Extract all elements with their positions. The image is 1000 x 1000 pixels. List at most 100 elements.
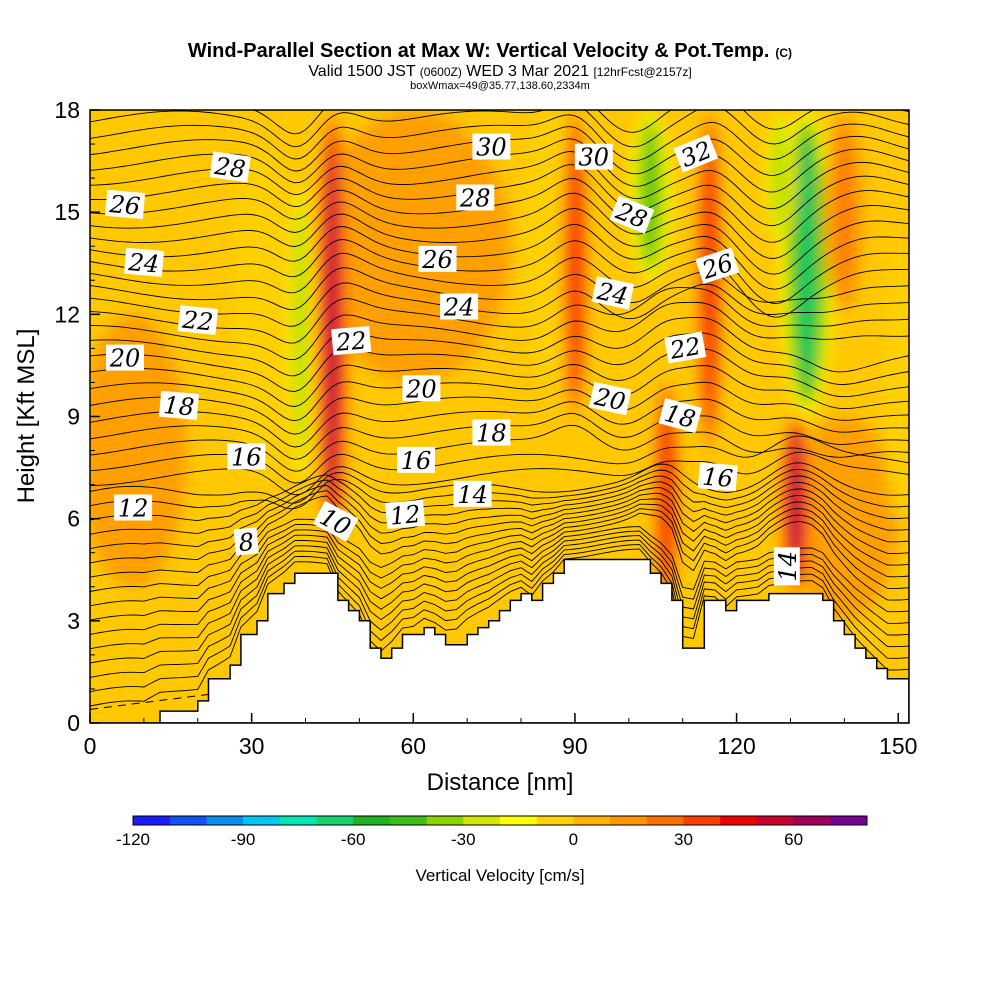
isentrope-line xyxy=(90,495,909,578)
isentrope-label-box xyxy=(123,247,165,277)
isentrope-label: 24 xyxy=(591,276,635,311)
isentrope-line xyxy=(90,207,909,275)
isentrope-label: 12 xyxy=(385,499,426,531)
isentrope-label-text: 24 xyxy=(126,248,160,279)
isentrope-label-box xyxy=(114,494,153,521)
y-tick-label: 9 xyxy=(67,404,80,430)
isentrope-label-box xyxy=(227,443,266,470)
isentrope-label-text: 12 xyxy=(389,500,422,531)
isentrope-line xyxy=(90,398,909,448)
y-tick-label: 18 xyxy=(54,97,80,123)
colorbar-swatch xyxy=(683,816,721,825)
colorbar-label: Vertical Velocity [cm/s] xyxy=(415,866,584,885)
isentrope-label-box xyxy=(177,305,219,336)
isentrope-label-text: 30 xyxy=(476,134,507,162)
colorbar-tick-label: 30 xyxy=(674,830,693,849)
y-tick-label: 15 xyxy=(54,199,80,225)
x-tick-label: 0 xyxy=(84,733,97,759)
isentrope-label-box xyxy=(106,344,144,371)
colorbar-tick-label: -60 xyxy=(341,830,366,849)
isentrope-label: 12 xyxy=(114,494,153,523)
colorbar-swatch xyxy=(536,816,574,825)
isentrope-label: 24 xyxy=(123,247,165,279)
isentrope-line xyxy=(90,178,909,243)
isentrope-label-text: 18 xyxy=(162,391,195,422)
x-tick-label: 60 xyxy=(400,733,426,759)
isentrope-label: 20 xyxy=(402,375,441,403)
isentrope-label-text: 8 xyxy=(237,528,255,557)
isentrope-label-text: 16 xyxy=(401,447,432,475)
colorbar-tick-label: 0 xyxy=(569,830,578,849)
isentrope-label-box xyxy=(209,151,251,183)
isentrope-label-text: 18 xyxy=(476,420,507,448)
colorbar-swatch xyxy=(426,816,464,825)
isentrope-line xyxy=(90,512,909,621)
isentrope-label-text: 24 xyxy=(443,294,475,322)
colorbar-swatch xyxy=(206,816,244,825)
isentrope-label: 30 xyxy=(574,143,613,172)
isentrope-line xyxy=(90,164,909,227)
isentrope-line xyxy=(90,252,909,318)
isentrope-label-box xyxy=(397,446,435,473)
isentrope-label-text: 14 xyxy=(457,481,488,509)
isentrope-label-box xyxy=(697,462,738,492)
isentrope-label-box xyxy=(453,480,492,507)
colorbar-tick-label: 60 xyxy=(784,830,803,849)
isentrope-line xyxy=(90,287,909,344)
isentrope-label: 14 xyxy=(773,547,802,586)
isentrope-line xyxy=(90,114,909,162)
terrain-mask xyxy=(90,558,909,723)
isentrope-line xyxy=(90,535,909,664)
isentrope-label-text: 22 xyxy=(667,332,703,365)
colorbar-swatch xyxy=(793,816,831,825)
isentrope-label-box xyxy=(472,133,511,160)
isentrope-label-text: 28 xyxy=(459,185,491,213)
isentrope-label-box xyxy=(574,143,613,170)
isentrope-label-box xyxy=(385,499,426,529)
chart-subtitle: Valid 1500 JST (0600Z) WED 3 Mar 2021 [1… xyxy=(308,63,691,80)
colorbar-tick-label: -120 xyxy=(116,830,150,849)
isentrope-label-text: 24 xyxy=(594,277,631,311)
isentrope-line xyxy=(90,544,909,693)
isentrope-label-text: 22 xyxy=(180,305,214,336)
isentrope-label: 16 xyxy=(697,462,738,493)
isentrope-label-text: 16 xyxy=(231,443,262,471)
isentrope-line xyxy=(90,451,909,496)
isentrope-label-box xyxy=(402,375,441,402)
colorbar-swatch xyxy=(610,816,648,825)
colorbar-swatch xyxy=(646,816,684,825)
copyright-mark: (C) xyxy=(775,46,792,60)
isentrope-label: 22 xyxy=(331,325,372,357)
isentrope-line xyxy=(90,348,909,407)
isentrope-line xyxy=(252,110,909,135)
isentrope-label: 22 xyxy=(177,305,219,337)
isentrope-label-text: 20 xyxy=(405,375,437,403)
colorbar-swatch xyxy=(720,816,758,825)
isentrope-line xyxy=(90,110,909,148)
isentrope-line xyxy=(90,474,909,522)
isentrope-line xyxy=(90,435,909,484)
isentrope-label-box xyxy=(695,247,740,284)
isentrope-label: 8 xyxy=(233,527,259,557)
isentrope-label-box xyxy=(418,245,457,272)
isentrope-label: 18 xyxy=(472,419,511,448)
updraft-core xyxy=(571,138,579,388)
isentrope-line xyxy=(90,301,909,361)
colorbar-swatch xyxy=(389,816,428,825)
isentrope-label: 30 xyxy=(472,133,511,162)
downdraft-core xyxy=(799,138,814,388)
isentrope-label-text: 30 xyxy=(579,144,610,172)
isentrope-label-text: 14 xyxy=(774,551,802,582)
colorbar-tick-label: -90 xyxy=(231,830,256,849)
isentrope-label-box xyxy=(609,195,655,234)
isentrope-label-box xyxy=(331,325,372,356)
isentrope-label: 22 xyxy=(664,331,707,365)
y-tick-label: 3 xyxy=(67,608,80,634)
colorbar-swatch xyxy=(243,816,281,825)
colorbar-frame xyxy=(132,815,868,826)
plot-area xyxy=(90,110,909,723)
chart-boxinfo: boxWmax=49@35.77,138.60,2334m xyxy=(410,80,590,92)
y-tick-label: 12 xyxy=(54,301,80,327)
isentrope-label: 28 xyxy=(209,151,251,184)
